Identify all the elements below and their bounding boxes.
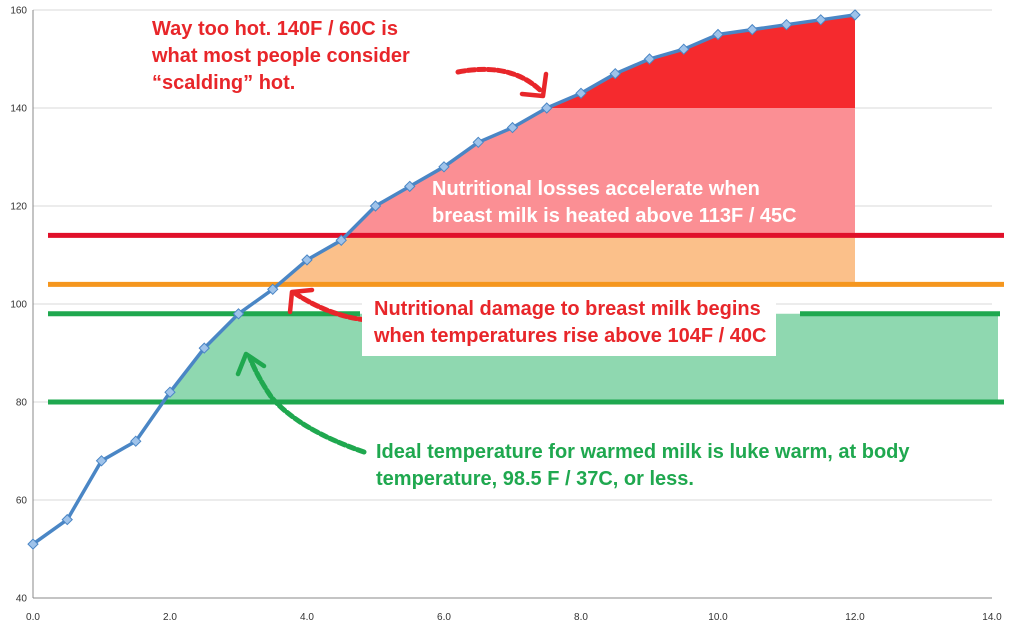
data-point (541, 102, 553, 114)
x-tick-label: 0.0 (26, 612, 40, 623)
data-point (301, 254, 313, 266)
annotation-losses: Nutritional losses accelerate when breas… (432, 176, 797, 230)
y-tick-label: 120 (10, 202, 27, 213)
annotation-scalding: Way too hot. 140F / 60C is what most peo… (152, 16, 410, 97)
data-point (164, 386, 176, 398)
arrow-to-damage (293, 291, 369, 323)
y-tick-label: 100 (10, 300, 27, 311)
data-point (335, 234, 347, 247)
x-tick-label: 2.0 (163, 612, 177, 623)
annotation-line: what most people consider (152, 45, 410, 67)
arrow-to-scalding (455, 66, 543, 93)
annotation-line: Nutritional damage to breast milk begins (374, 298, 761, 320)
data-point (27, 538, 39, 550)
band (346, 108, 855, 236)
data-point (849, 9, 861, 21)
data-point (746, 23, 758, 36)
arrow-to-ideal (247, 355, 367, 455)
x-tick-label: 10.0 (708, 612, 728, 623)
annotation-line: Nutritional losses accelerate when (432, 178, 760, 200)
data-point (95, 455, 108, 467)
axes: 40 60 80 100 120 140 160 0.0 2.0 4.0 6.0 8.0 10.0 12.… (10, 6, 1002, 624)
arrows (235, 66, 549, 455)
data-point (712, 28, 724, 41)
reference-lines (48, 232, 1004, 405)
arrow-to-scalding-head (519, 71, 549, 99)
y-tick-label: 60 (16, 496, 28, 507)
x-tick-label: 14.0 (982, 612, 1002, 623)
annotation-line: “scalding” hot. (152, 72, 296, 94)
annotation-line: temperature, 98.5 F / 37C, or less. (376, 468, 694, 490)
arrow-to-damage-head (287, 287, 315, 315)
data-point (198, 342, 210, 354)
band (546, 10, 855, 108)
band (278, 235, 855, 285)
data-point (506, 121, 519, 134)
data-point (643, 53, 656, 65)
x-tick-label: 6.0 (437, 612, 451, 623)
x-tick-label: 12.0 (845, 612, 865, 623)
y-tick-label: 40 (16, 594, 28, 605)
data-point (438, 161, 450, 173)
arrow-to-ideal-head (235, 351, 267, 377)
y-tick-label: 160 (10, 6, 27, 17)
data-point (472, 136, 484, 149)
data-point (678, 43, 690, 55)
annotation-line: Way too hot. 140F / 60C is (152, 18, 398, 40)
data-point (61, 513, 73, 526)
data-point (780, 18, 793, 31)
annotation-line: Ideal temperature for warmed milk is luk… (376, 441, 910, 463)
data-point (404, 180, 416, 193)
data-point (815, 14, 827, 26)
data-point (267, 283, 279, 296)
series (27, 9, 861, 550)
annotation-line: breast milk is heated above 113F / 45C (432, 205, 797, 227)
y-tick-label: 80 (16, 398, 28, 409)
data-point (369, 200, 382, 212)
annotation-damage: Nutritional damage to breast milk begins… (362, 292, 777, 356)
y-tick-label: 140 (10, 104, 27, 115)
data-point (232, 308, 245, 320)
data-point (130, 435, 142, 447)
x-tick-label: 4.0 (300, 612, 314, 623)
x-tick-label: 8.0 (574, 612, 588, 623)
annotation-ideal: Ideal temperature for warmed milk is luk… (376, 439, 910, 493)
data-point (609, 67, 621, 80)
data-point (575, 87, 587, 100)
annotation-line: when temperatures rise above 104F / 40C (374, 325, 767, 347)
